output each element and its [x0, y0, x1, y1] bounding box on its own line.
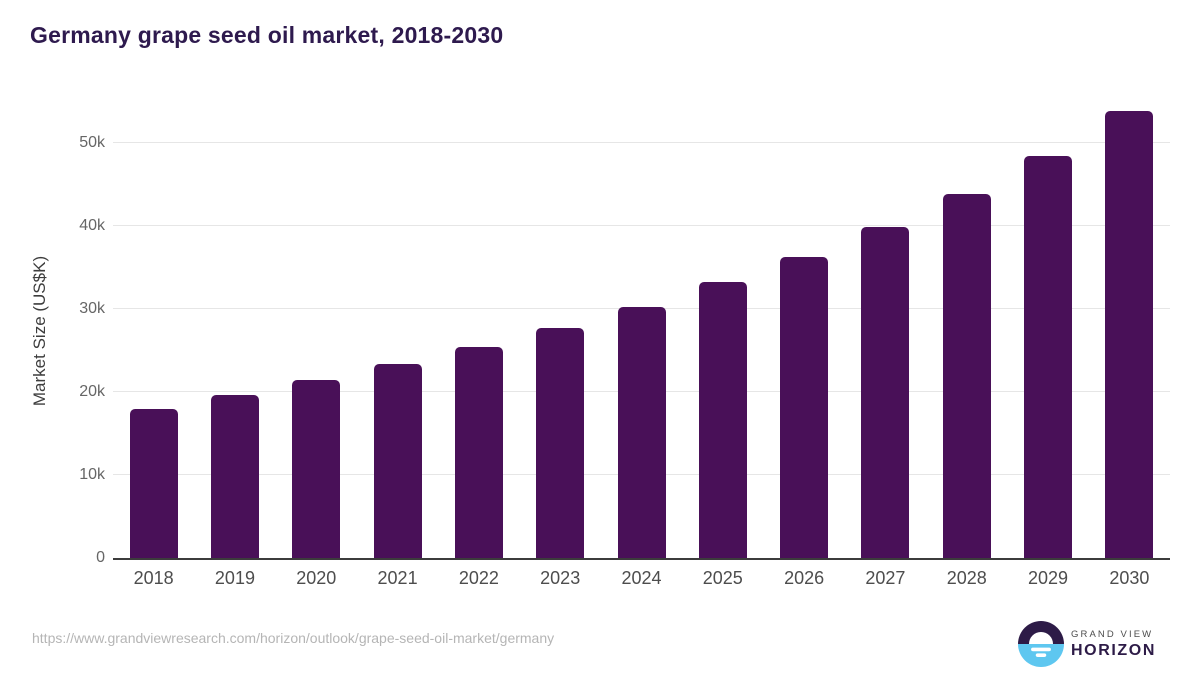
- bar-2029[interactable]: [1024, 156, 1073, 558]
- bar-2027[interactable]: [861, 226, 910, 558]
- y-tick-label-40k: 40k: [79, 217, 105, 235]
- y-tick-label-20k: 20k: [79, 383, 105, 401]
- x-tick-label-2026: 2026: [784, 568, 825, 588]
- x-tick-label-2027: 2027: [865, 568, 906, 588]
- bar-2028[interactable]: [942, 193, 991, 558]
- source-url: https://www.grandviewresearch.com/horizo…: [32, 630, 555, 646]
- gridline-50k: [113, 142, 1170, 144]
- x-tick-label-2030: 2030: [1109, 568, 1150, 588]
- x-axis-labels: 2018 2019 2020 2021 2022 2023 2024 2025 2026 2027…: [113, 568, 1170, 594]
- y-tick-label-30k: 30k: [79, 300, 105, 318]
- x-tick-label-2029: 2029: [1028, 568, 1069, 588]
- bar-2018[interactable]: [129, 409, 178, 558]
- grand-view-horizon-logo: GRAND VIEW HORIZON: [1018, 620, 1168, 668]
- x-tick-label-2023: 2023: [540, 568, 581, 588]
- bar-2030[interactable]: [1105, 111, 1154, 558]
- logo-grand-view-text: GRAND VIEW: [1071, 628, 1154, 640]
- chart-title: Germany grape seed oil market, 2018-2030: [30, 22, 504, 48]
- x-tick-label-2028: 2028: [946, 568, 987, 588]
- x-tick-label-2024: 2024: [621, 568, 662, 588]
- x-tick-label-2022: 2022: [458, 568, 499, 588]
- bar-2022[interactable]: [454, 347, 503, 558]
- x-tick-label-2021: 2021: [377, 568, 418, 588]
- gridline-40k: [113, 225, 1170, 227]
- bar-2021[interactable]: [373, 363, 422, 558]
- x-tick-label-2018: 2018: [133, 568, 174, 588]
- bar-2023[interactable]: [536, 328, 585, 558]
- bar-2019[interactable]: [210, 394, 259, 558]
- x-tick-label-2019: 2019: [214, 568, 255, 588]
- y-axis-ticks: 0 10k 20k 30k 40k 50k: [0, 104, 105, 566]
- logo-text: GRAND VIEW HORIZON: [1071, 629, 1156, 660]
- y-tick-label-0: 0: [96, 549, 105, 566]
- x-tick-label-2025: 2025: [702, 568, 743, 588]
- bar-2026[interactable]: [780, 256, 829, 558]
- logo-horizon-text: HORIZON: [1071, 641, 1156, 659]
- bar-2024[interactable]: [617, 306, 666, 558]
- bar-2025[interactable]: [698, 282, 747, 558]
- x-tick-label-2020: 2020: [296, 568, 337, 588]
- y-tick-label-10k: 10k: [79, 466, 105, 484]
- bar-2020[interactable]: [292, 380, 341, 558]
- plot-area: [113, 104, 1170, 560]
- y-tick-label-50k: 50k: [79, 134, 105, 152]
- horizon-sun-icon: [1018, 621, 1064, 667]
